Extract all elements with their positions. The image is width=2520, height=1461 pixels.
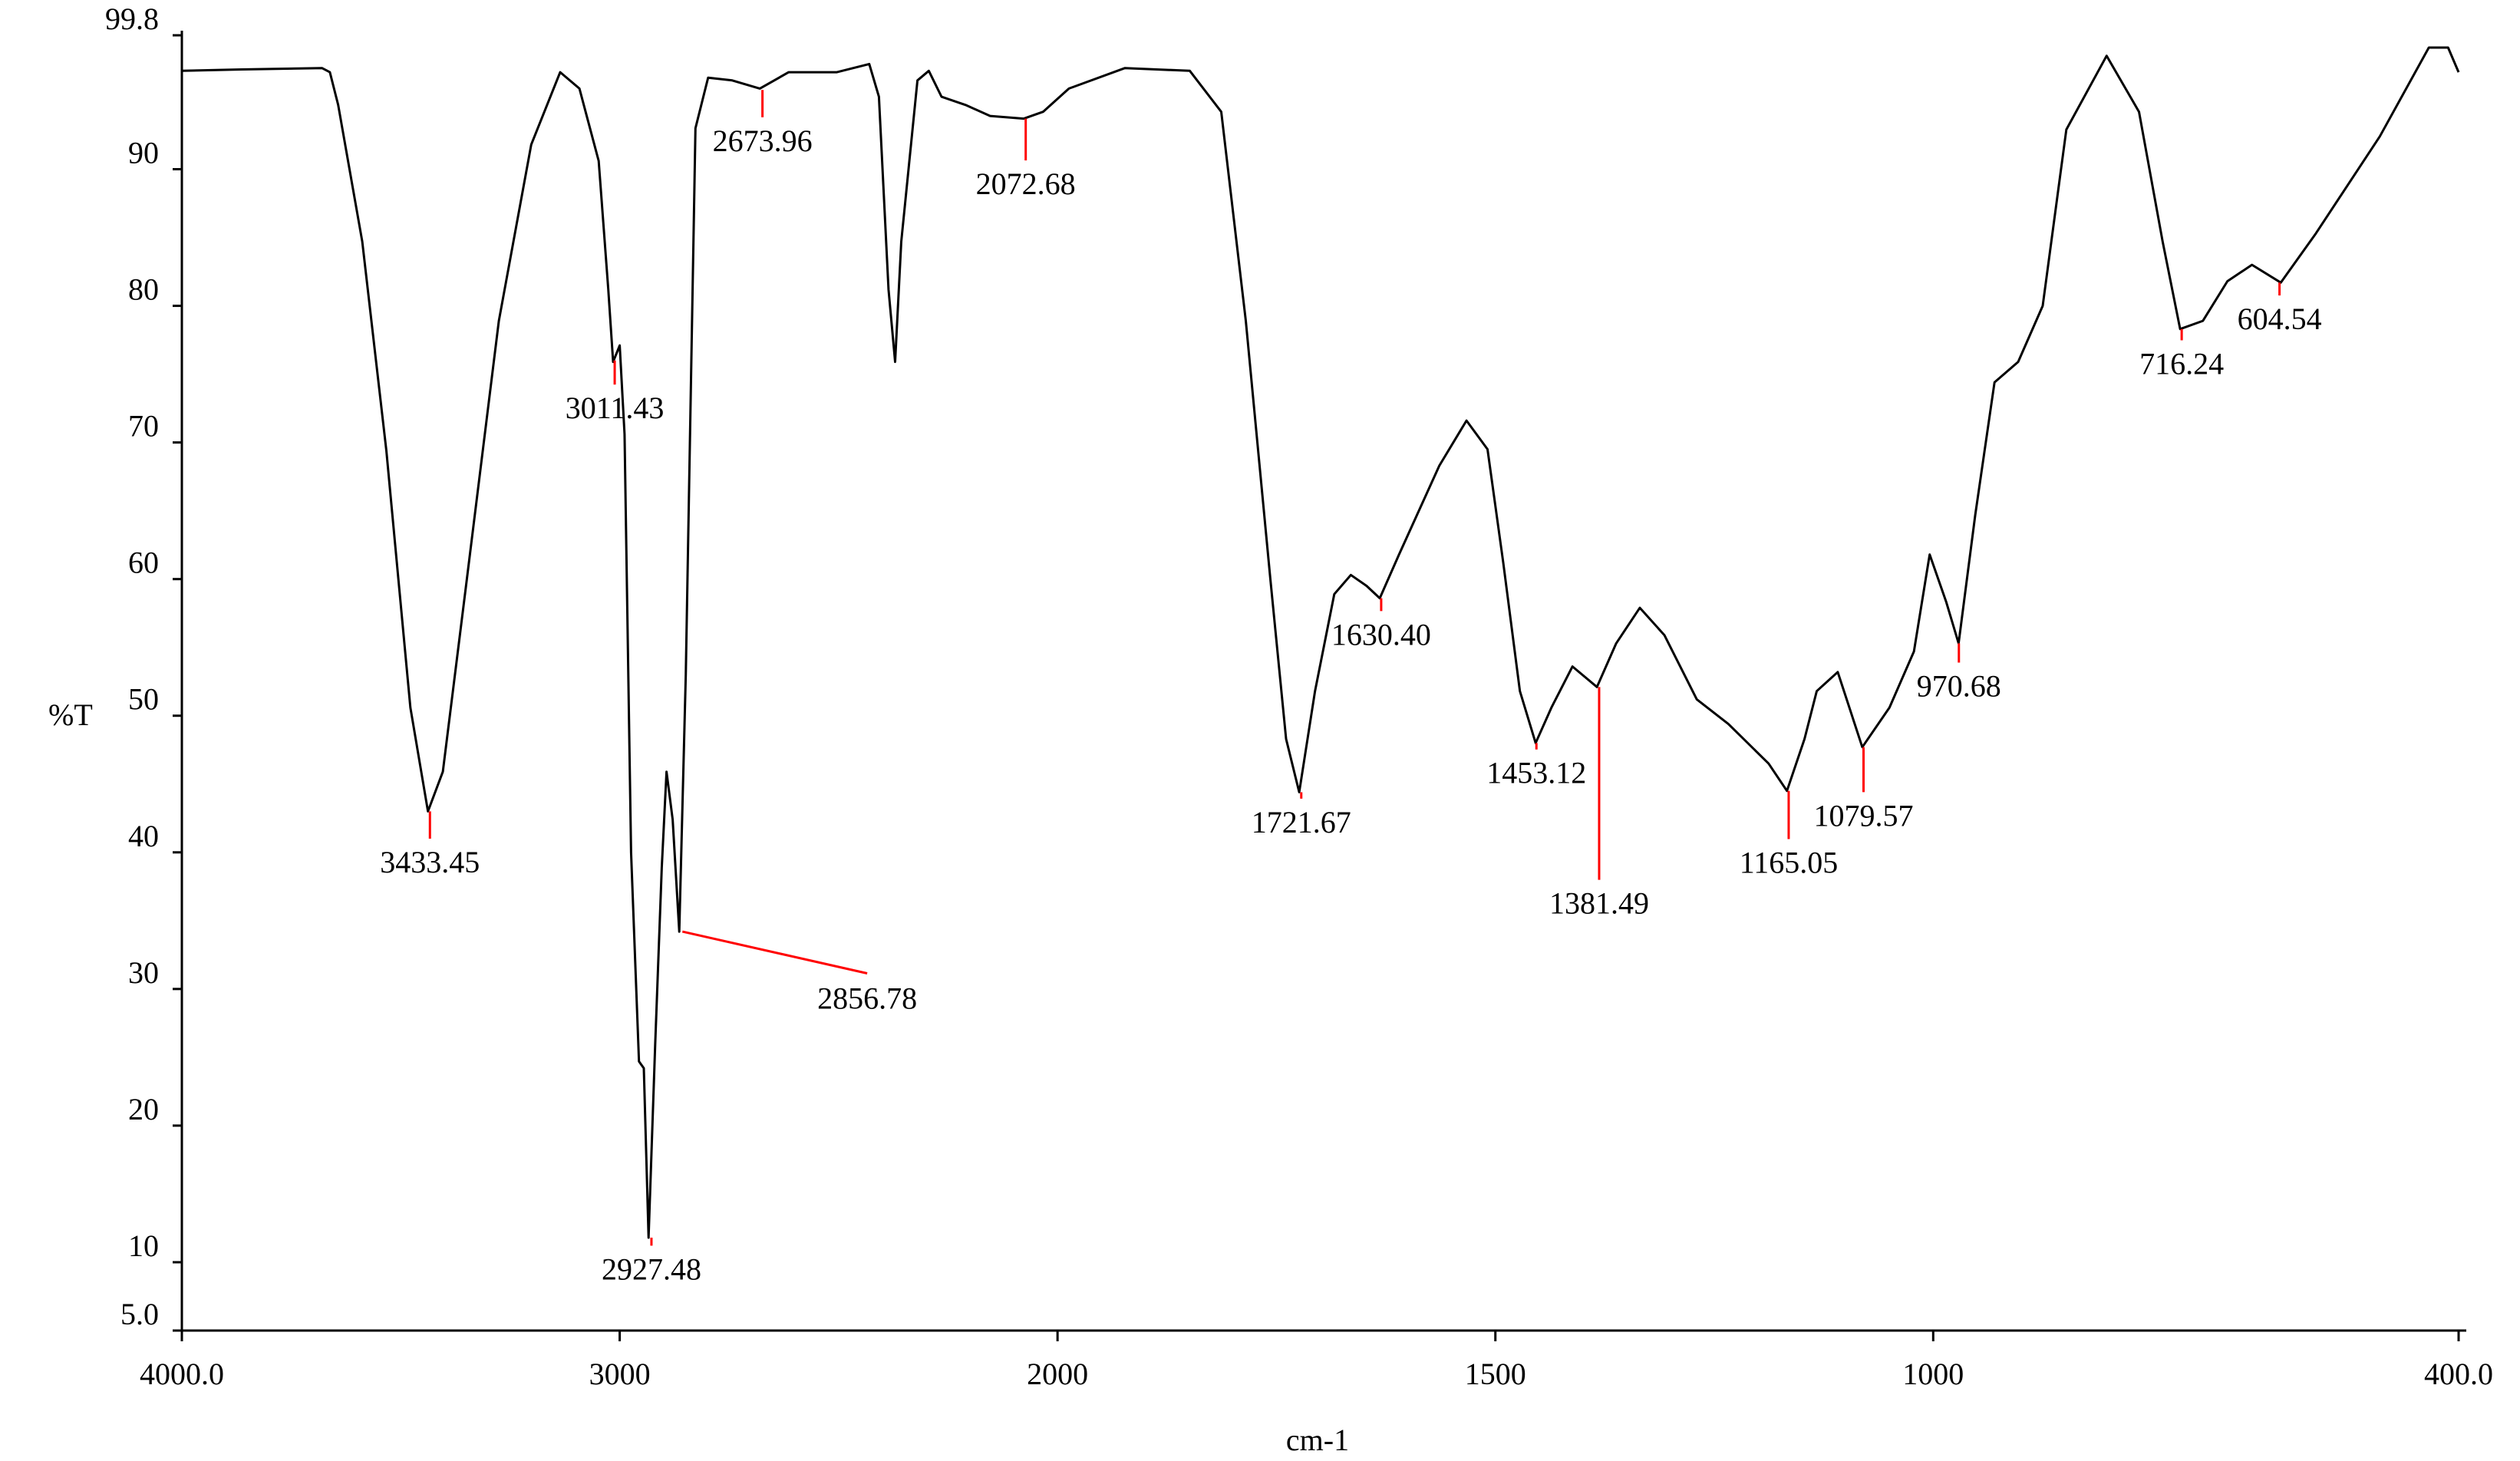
peak-label: 2673.96 [713, 124, 813, 158]
peak-label: 716.24 [2139, 346, 2224, 381]
y-tick-label: 60 [128, 546, 159, 580]
y-tick-label: 30 [128, 955, 159, 990]
y-tick-label: 80 [128, 272, 159, 307]
spectrum-line [181, 46, 2460, 1239]
peak-label: 2856.78 [817, 981, 917, 1016]
peak-label: 1630.40 [1331, 617, 1431, 651]
x-tick-label: 400.0 [2424, 1357, 2493, 1391]
peak-label: 1453.12 [1486, 756, 1586, 790]
y-tick-label: 10 [128, 1228, 159, 1263]
x-axis-label: cm-1 [1286, 1423, 1349, 1457]
y-tick-label: 50 [128, 682, 159, 717]
peak-label: 1381.49 [1549, 886, 1649, 921]
peak-label: 3011.43 [566, 391, 665, 425]
y-tick-label: 40 [128, 819, 159, 853]
peak-label: 2072.68 [976, 167, 1076, 201]
y-tick-label: 5.0 [120, 1297, 159, 1331]
peak-label: 1079.57 [1814, 798, 1914, 833]
peak-label: 3433.45 [380, 845, 480, 879]
peak-marker [681, 930, 868, 975]
y-tick-label: 20 [128, 1092, 159, 1126]
y-axis-label: %T [48, 698, 93, 732]
x-tick-label: 1500 [1465, 1357, 1526, 1391]
peak-label: 970.68 [1917, 668, 2001, 703]
peak-label: 1165.05 [1740, 845, 1839, 879]
y-tick-label: 70 [128, 409, 159, 444]
y-tick-label: 90 [128, 135, 159, 170]
peak-label: 1721.67 [1252, 805, 1351, 839]
x-tick-label: 2000 [1027, 1357, 1088, 1391]
x-tick-label: 3000 [589, 1357, 651, 1391]
peak-label: 604.54 [2238, 302, 2322, 336]
x-tick-label: 1000 [1902, 1357, 1964, 1391]
x-tick-label: 4000.0 [140, 1357, 224, 1391]
peak-label: 2927.48 [602, 1252, 701, 1286]
y-tick-label: 99.8 [105, 2, 159, 36]
